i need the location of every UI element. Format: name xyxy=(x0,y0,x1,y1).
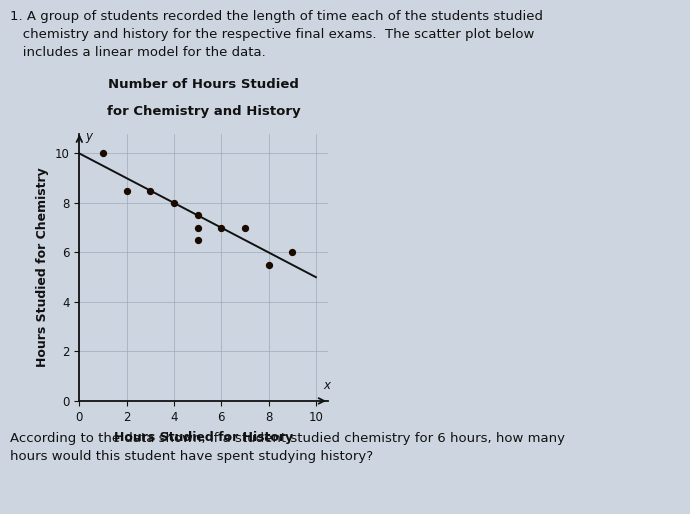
Point xyxy=(192,236,203,244)
Text: According to the data shown, if a student studied chemistry for 6 hours, how man: According to the data shown, if a studen… xyxy=(10,432,565,463)
Point xyxy=(168,199,179,207)
Point xyxy=(192,224,203,232)
Point xyxy=(216,224,227,232)
Point xyxy=(121,187,132,195)
Point xyxy=(145,187,156,195)
Text: x: x xyxy=(323,379,330,392)
Text: 1. A group of students recorded the length of time each of the students studied
: 1. A group of students recorded the leng… xyxy=(10,10,543,59)
Text: for Chemistry and History: for Chemistry and History xyxy=(107,105,300,118)
Text: Number of Hours Studied: Number of Hours Studied xyxy=(108,78,299,91)
Point xyxy=(239,224,250,232)
Y-axis label: Hours Studied for Chemistry: Hours Studied for Chemistry xyxy=(36,168,49,367)
X-axis label: Hours Studied for History: Hours Studied for History xyxy=(114,431,293,444)
Point xyxy=(192,211,203,219)
Text: y: y xyxy=(86,130,92,142)
Point xyxy=(97,150,108,158)
Point xyxy=(287,248,298,256)
Point xyxy=(263,261,274,269)
